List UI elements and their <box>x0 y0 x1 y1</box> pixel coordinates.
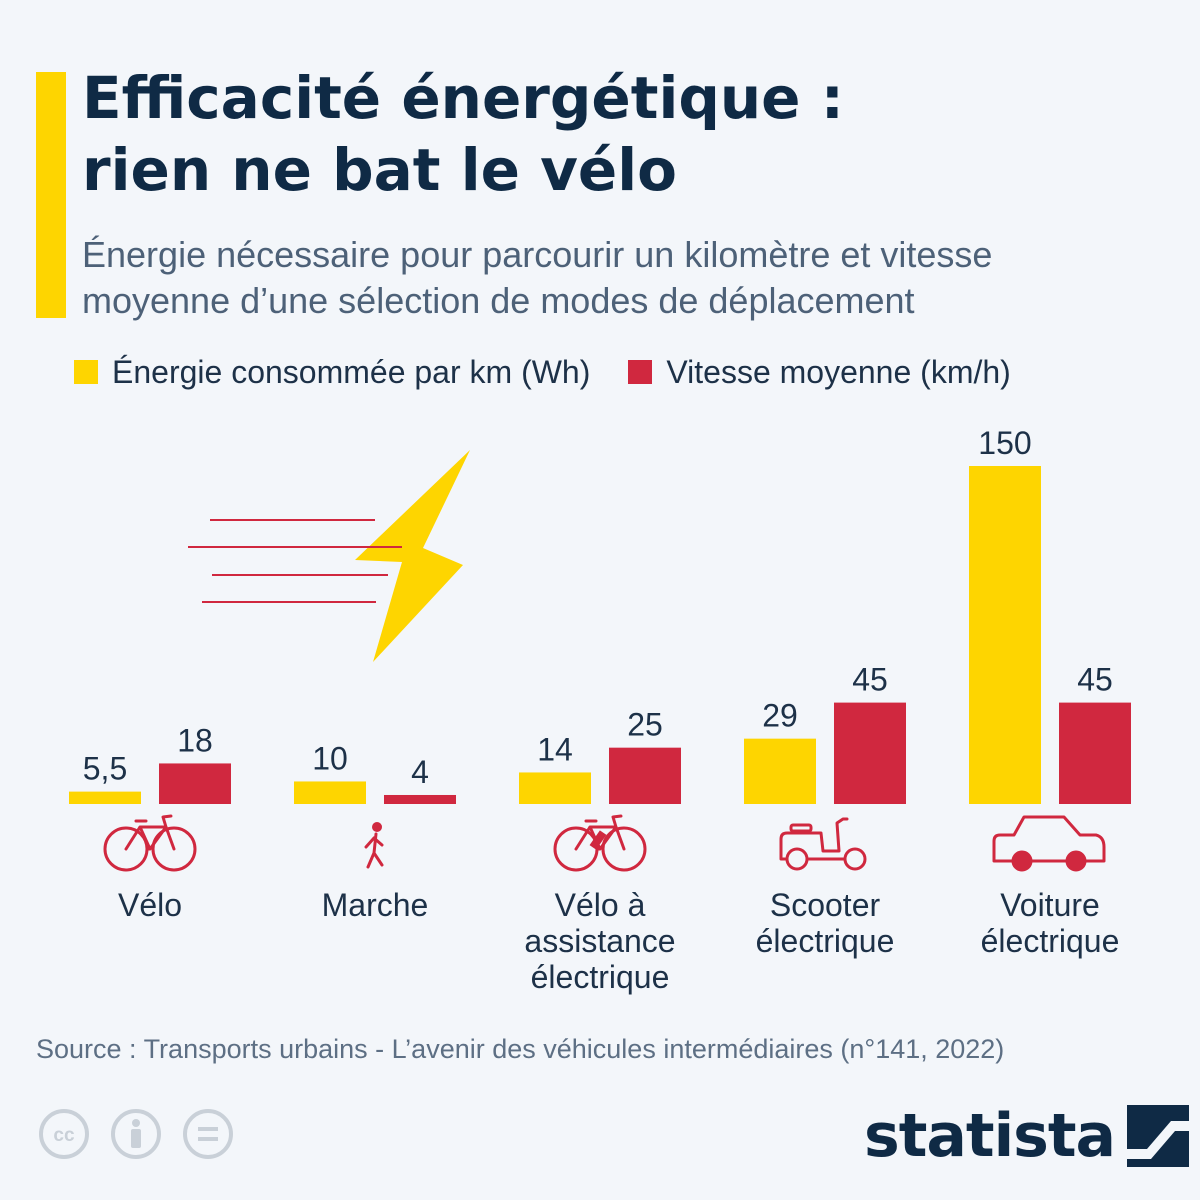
legend-swatch-energy <box>74 360 98 384</box>
legend-item-speed: Vitesse moyenne (km/h) <box>628 353 1011 391</box>
title-line-1: Efficacité énergétique : <box>82 64 844 132</box>
category-label: Vélo à <box>555 887 646 923</box>
brand-name: statista <box>864 1101 1116 1171</box>
source-note: Source : Transports urbains - L’avenir d… <box>36 1034 1005 1064</box>
statista-logo[interactable]: statista <box>864 1096 1190 1176</box>
category-label: Scooter <box>770 887 881 923</box>
bar-speed <box>609 747 681 804</box>
bicycle-icon <box>103 814 197 872</box>
value-label-speed: 25 <box>627 707 663 743</box>
value-label-energy: 150 <box>978 425 1031 461</box>
subtitle-line-1: Énergie nécessaire pour parcourir un kil… <box>82 234 993 275</box>
value-label-speed: 4 <box>411 754 429 790</box>
lightning-bolt-icon <box>355 450 470 662</box>
legend-swatch-speed <box>628 360 653 384</box>
bars-layer <box>69 466 1131 804</box>
value-label-energy: 14 <box>537 731 573 767</box>
legend-label-energy: Énergie consommée par km (Wh) <box>112 353 591 390</box>
legend-label-speed: Vitesse moyenne (km/h) <box>666 353 1011 390</box>
category-label: électrique <box>531 959 670 995</box>
category-labels-layer: Vélo Marche Vélo àassistanceélectriqueScoo… <box>118 887 1119 995</box>
statista-mark-icon <box>1127 1105 1190 1167</box>
bar-energy <box>69 791 141 804</box>
car-icon <box>992 815 1106 872</box>
scooter-icon <box>779 817 867 871</box>
title-line-2: rien ne bat le vélo <box>82 136 677 204</box>
value-label-energy: 10 <box>312 740 348 776</box>
bar-speed <box>1059 702 1131 804</box>
legend-item-energy: Énergie consommée par km (Wh) <box>74 354 590 391</box>
category-icons-layer <box>103 814 1106 872</box>
category-label: Marche <box>322 887 429 923</box>
chart-title: Efficacité énergétique : rien ne bat le … <box>82 62 1162 206</box>
legend: Énergie consommée par km (Wh) Vitesse mo… <box>74 352 1049 392</box>
walking-person-icon <box>364 822 384 869</box>
bar-energy <box>519 772 591 804</box>
category-label: électrique <box>756 923 895 959</box>
category-label: Voiture <box>1000 887 1100 923</box>
value-label-speed: 18 <box>177 722 213 758</box>
chart-subtitle: Énergie nécessaire pour parcourir un kil… <box>82 232 1172 324</box>
subtitle-line-2: moyenne d’une sélection de modes de dépl… <box>82 280 915 321</box>
value-labels-layer: 5,5 18 10 4 14 25 29 45 150 45 <box>83 425 1113 790</box>
value-label-energy: 29 <box>762 698 798 734</box>
category-label: Vélo <box>118 887 182 923</box>
bar-speed <box>159 763 231 804</box>
svg-text:cc: cc <box>53 1125 75 1146</box>
value-label-speed: 45 <box>1077 662 1113 698</box>
bar-energy <box>969 466 1041 804</box>
value-label-speed: 45 <box>852 662 888 698</box>
category-label: assistance <box>524 923 675 959</box>
value-label-energy: 5,5 <box>83 751 127 787</box>
no-derivatives-icon[interactable] <box>182 1108 234 1160</box>
bar-speed <box>384 794 456 804</box>
category-label: électrique <box>981 923 1120 959</box>
e-bike-icon <box>553 814 647 872</box>
accent-bar <box>36 72 66 318</box>
bar-energy <box>744 738 816 804</box>
speed-lightning-illustration <box>188 450 470 662</box>
attribution-icon[interactable] <box>110 1108 162 1160</box>
creative-commons-icon[interactable]: cc <box>38 1108 90 1160</box>
bar-energy <box>294 781 366 804</box>
bar-speed <box>834 702 906 804</box>
